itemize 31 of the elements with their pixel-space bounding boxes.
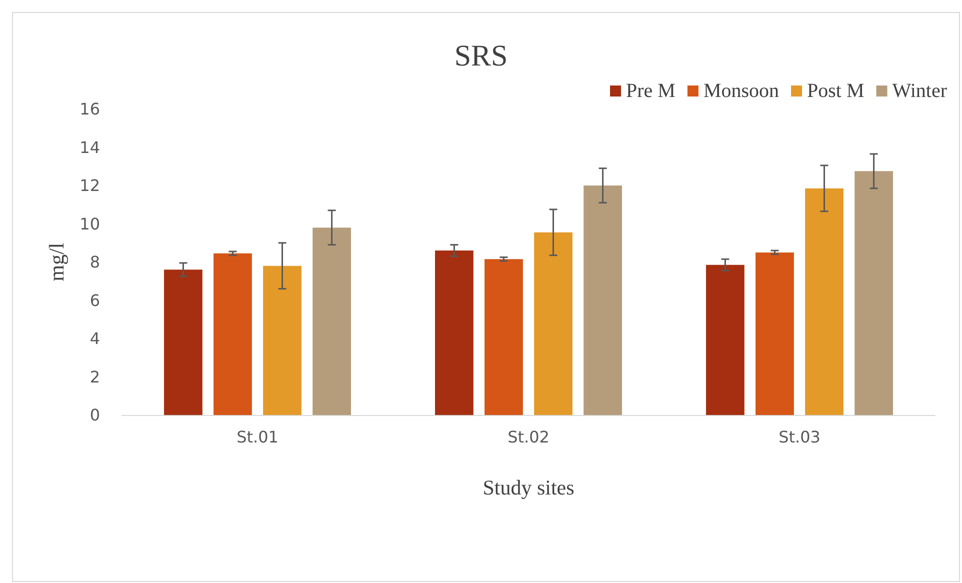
bar [756,252,794,415]
bar [263,266,302,415]
y-tick-label: 14 [80,138,100,157]
x-tick-label: St.03 [778,428,820,446]
x-tick-label: St.02 [508,428,550,446]
legend-label: Post M [807,80,864,102]
y-tick-label: 2 [90,367,100,386]
y-tick-label: 12 [80,176,100,195]
y-tick-label: 10 [80,214,100,234]
y-tick-label: 4 [90,329,100,348]
y-tick-label: 16 [80,100,100,118]
bar [534,232,572,415]
y-tick-label: 6 [90,290,100,310]
legend-label: Pre M [626,80,676,102]
bar [435,250,474,415]
bar [484,259,523,415]
y-tick-label: 8 [90,252,100,272]
legend-label: Monsoon [703,80,780,102]
bar [584,186,622,415]
legend-label: Winter [892,80,948,102]
bar [214,253,252,415]
y-axis-title: mg/l [44,242,68,282]
bar [805,188,844,415]
bar [706,264,744,415]
x-tick-label: St.01 [236,428,278,446]
chart-title: SRS [454,40,508,72]
bar [854,171,893,415]
bar [164,270,202,415]
y-tick-label: 0 [90,406,100,424]
x-axis-title: Study sites [482,476,574,500]
bar [312,228,351,415]
